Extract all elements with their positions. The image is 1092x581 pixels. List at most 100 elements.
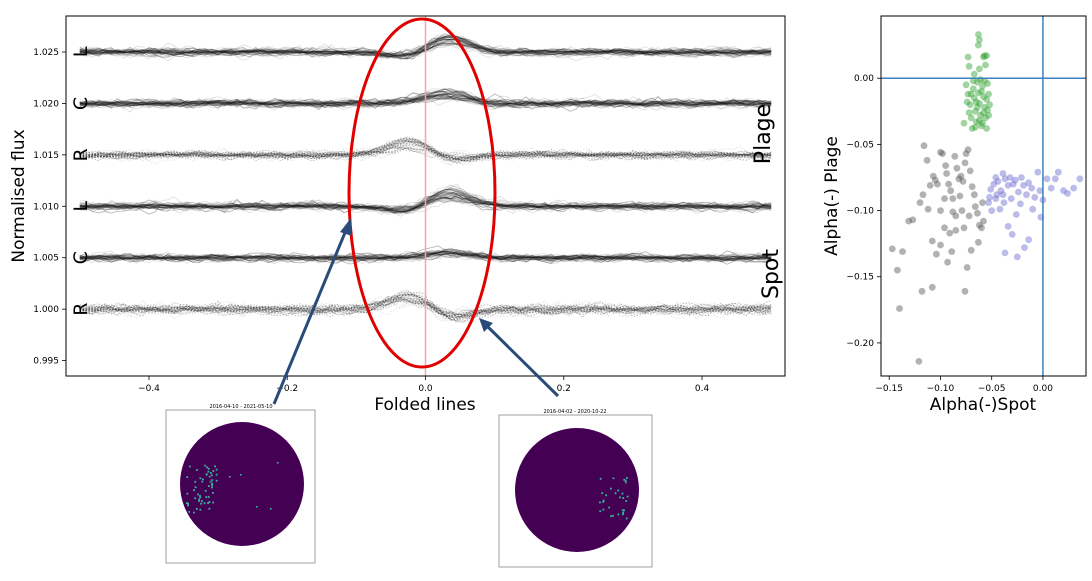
x-tick-label: −0.4 <box>138 384 160 394</box>
flux-curve <box>79 292 772 323</box>
scatter-point <box>946 229 954 237</box>
scatter-point <box>965 109 973 116</box>
scatter-point <box>999 170 1007 177</box>
scatter-point <box>1018 174 1025 181</box>
activity-dot <box>622 513 624 516</box>
inset-title: 2016-04-10 - 2021-05-10 <box>209 404 272 410</box>
scatter-point <box>1076 175 1084 183</box>
activity-dot <box>207 496 210 498</box>
band-label-c: C <box>70 97 92 110</box>
activity-dot <box>205 473 208 476</box>
x-tick-label: 0.4 <box>695 384 710 394</box>
scatter-y-axis-label: Alpha(-) Plage <box>822 136 842 256</box>
scatter-point <box>966 101 974 109</box>
scatter-point <box>970 191 978 199</box>
flux-curve <box>79 137 772 164</box>
scatter-point <box>980 217 987 225</box>
activity-dot <box>200 502 202 505</box>
scatter-point <box>971 107 979 115</box>
flux-curve <box>79 138 772 161</box>
scatter-point <box>905 217 913 225</box>
activity-dot <box>203 502 206 505</box>
activity-dot <box>206 466 209 469</box>
scatter-point <box>1006 174 1014 181</box>
scatter-point <box>919 191 927 199</box>
scatter-point <box>947 187 955 195</box>
scatter-point <box>965 212 973 220</box>
scatter-point <box>1009 180 1017 188</box>
flux-curve <box>79 135 772 160</box>
scatter-point <box>1017 200 1024 208</box>
y-tick-label: 1.025 <box>33 48 59 58</box>
activity-dot <box>623 509 626 512</box>
flux-curve <box>79 293 772 315</box>
scatter-point <box>963 264 971 271</box>
y-tick-label: 1.020 <box>33 99 59 109</box>
arrow-head-right <box>479 318 493 332</box>
scatter-point <box>996 205 1004 213</box>
scatter-point <box>970 94 978 102</box>
scatter-point <box>978 224 985 232</box>
scatter-point <box>941 224 948 232</box>
x-tick-label: 0.00 <box>1033 384 1053 394</box>
scatter-point <box>964 90 972 98</box>
flux-curve <box>79 141 772 162</box>
highlight-ellipse <box>347 17 497 369</box>
scatter-point <box>970 70 978 78</box>
scatter-point <box>977 111 984 119</box>
scatter-point <box>945 180 952 188</box>
scatter-point <box>978 122 985 130</box>
alpha-scatter-chart: −0.15 −0.10 −0.05 0.00 0.00 −0.05 −0.10 −0.15 −0… <box>822 15 1087 415</box>
activity-dot <box>208 501 211 503</box>
y-tick-label: 1.010 <box>33 202 59 212</box>
y-tick-label: −0.10 <box>846 207 874 217</box>
activity-dot <box>186 492 189 495</box>
scatter-point <box>928 283 936 291</box>
activity-dot <box>617 489 620 492</box>
scatter-point <box>975 41 982 49</box>
scatter-point <box>961 159 969 167</box>
activity-dot <box>623 478 626 481</box>
scatter-point <box>1008 231 1016 238</box>
activity-dot <box>207 485 210 488</box>
scatter-point <box>979 119 986 127</box>
scatter-point <box>962 150 970 158</box>
activity-dot <box>199 496 202 499</box>
scatter-point <box>1015 188 1022 196</box>
activity-dot <box>208 507 211 510</box>
activity-dot <box>619 496 621 499</box>
activity-dot <box>625 500 628 502</box>
flux-curve <box>79 143 772 161</box>
activity-dot <box>204 464 207 467</box>
activity-dot <box>207 502 209 504</box>
scatter-point <box>942 162 949 170</box>
scatter-point <box>976 117 983 124</box>
activity-dot <box>193 489 195 492</box>
scatter-point <box>967 90 975 98</box>
scatter-point <box>962 81 970 89</box>
scatter-point <box>923 156 931 164</box>
scatter-point <box>894 266 901 274</box>
scatter-point <box>943 170 950 177</box>
activity-dot <box>602 499 605 502</box>
x-tick-label: −0.05 <box>978 384 1006 394</box>
activity-dot <box>212 491 214 494</box>
x-tick-label: 0.2 <box>557 384 571 394</box>
activity-dot <box>599 510 602 513</box>
band-label-c: C <box>70 251 92 264</box>
scatter-point <box>1025 236 1032 244</box>
activity-dot <box>194 497 197 500</box>
scatter-point <box>958 207 966 215</box>
activity-dot <box>624 481 627 484</box>
scatter-point <box>990 180 998 188</box>
activity-dot <box>209 480 212 483</box>
activity-dot <box>626 495 629 498</box>
scatter-point <box>934 180 941 188</box>
activity-dot <box>198 500 200 502</box>
folded-lines-chart: −0.4 −0.2 0.0 0.2 0.4 0.995 1.000 1.005 1.010 1.0… <box>9 15 786 415</box>
activity-dot <box>622 511 625 514</box>
flux-curve <box>79 147 772 158</box>
scatter-point <box>924 205 932 213</box>
activity-dot <box>270 508 272 510</box>
band-label-l: L <box>70 46 92 57</box>
